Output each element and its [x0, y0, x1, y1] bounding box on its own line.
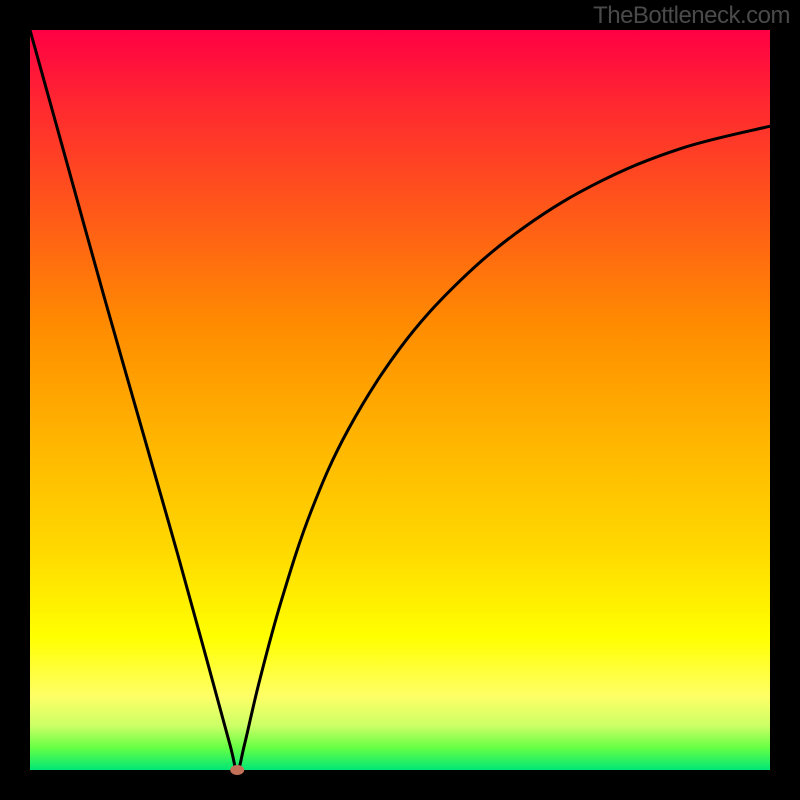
- bottleneck-chart: [0, 0, 800, 800]
- plot-background: [30, 30, 770, 770]
- minimum-marker: [230, 765, 244, 775]
- chart-container: TheBottleneck.com: [0, 0, 800, 800]
- watermark-text: TheBottleneck.com: [593, 2, 790, 30]
